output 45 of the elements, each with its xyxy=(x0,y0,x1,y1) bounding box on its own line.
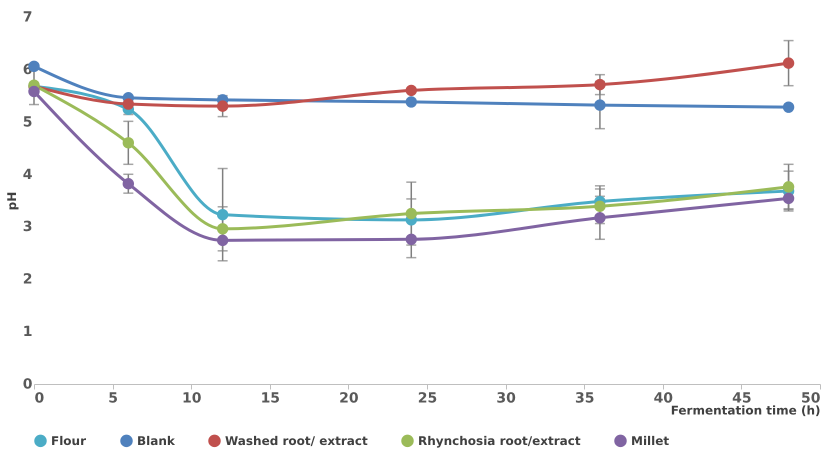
point xyxy=(216,208,228,220)
point xyxy=(594,99,606,111)
point xyxy=(216,234,228,246)
x-tick-label: 30 xyxy=(496,390,516,406)
point xyxy=(28,86,40,98)
x-tick-label: 45 xyxy=(732,390,752,406)
y-tick-label: 0 xyxy=(22,376,33,392)
y-tick-label: 4 xyxy=(22,166,33,183)
x-tick-label: 10 xyxy=(182,390,202,406)
y-tick-label: 5 xyxy=(22,114,32,130)
x-axis-title: Fermentation time (h) xyxy=(670,404,820,418)
point xyxy=(782,101,794,113)
point xyxy=(216,100,228,112)
y-tick-label: 7 xyxy=(22,10,32,26)
x-tick-label: 35 xyxy=(574,390,594,406)
point xyxy=(782,57,794,69)
x-tick-label: 15 xyxy=(260,390,280,406)
point xyxy=(406,84,417,96)
point xyxy=(406,234,417,245)
point xyxy=(122,178,134,190)
point xyxy=(122,98,134,110)
y-tick-label: 3 xyxy=(22,219,32,236)
y-tick-label: 1 xyxy=(22,324,32,340)
point xyxy=(594,212,606,224)
point xyxy=(594,78,606,90)
legend-label: Millet xyxy=(631,434,670,448)
legend-label: Blank xyxy=(137,434,176,448)
point xyxy=(782,192,794,204)
x-tick-label: 40 xyxy=(654,390,674,406)
y-tick-label: 2 xyxy=(22,272,32,288)
point xyxy=(216,223,228,234)
legend-label: Rhynchosia root/extract xyxy=(418,434,581,448)
point xyxy=(594,200,606,212)
legend-label: Flour xyxy=(51,434,86,448)
legend-label: Washed root/ extract xyxy=(225,434,368,448)
x-tick-label: 20 xyxy=(339,390,359,406)
x-tick-label: 0 xyxy=(34,390,44,406)
point xyxy=(406,208,417,220)
x-tick-label: 50 xyxy=(801,390,821,406)
point xyxy=(406,96,417,108)
x-tick-label: 5 xyxy=(108,390,118,406)
point xyxy=(122,137,134,149)
point xyxy=(782,181,794,193)
x-tick-label: 25 xyxy=(418,390,438,406)
y-axis-title: pH xyxy=(4,192,19,210)
